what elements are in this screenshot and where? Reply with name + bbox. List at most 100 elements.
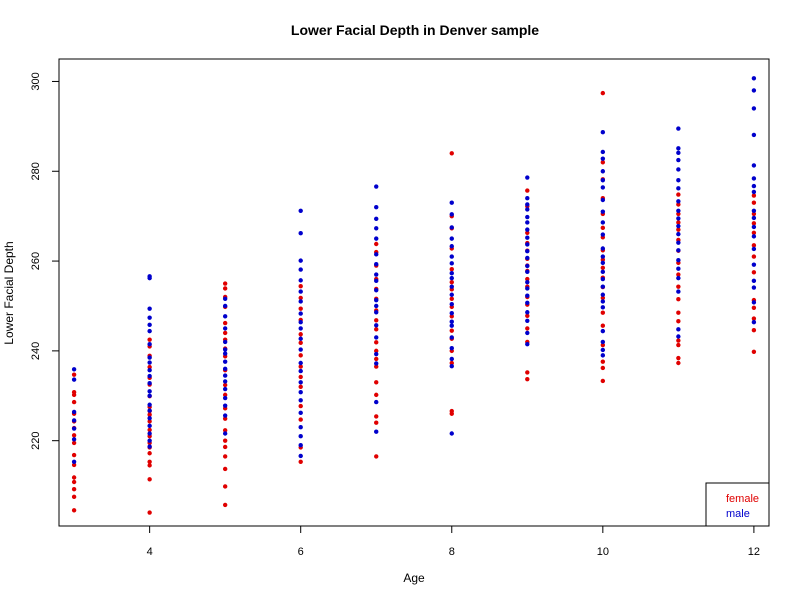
data-point-male [374,262,379,267]
data-point-male [600,276,606,282]
data-point-female [374,241,379,247]
data-point-male [449,292,454,297]
data-point-female [525,188,530,193]
data-point-male [449,270,454,276]
data-point-male [600,299,606,304]
data-point-male [71,418,77,423]
data-point-female [676,360,681,366]
data-points [71,76,757,515]
data-point-female [71,440,77,446]
data-point-male [525,286,530,291]
data-point-male [298,319,303,325]
data-point-male [751,176,757,181]
data-point-male [676,208,681,213]
data-point-female [751,316,757,321]
data-point-male [298,267,303,272]
data-point-female [222,392,228,398]
data-point-female [222,286,228,291]
data-point-female [71,486,77,492]
data-point-female [525,326,530,331]
y-tick-label: 220 [30,432,42,450]
data-point-female [676,220,681,225]
y-axis-label: Lower Facial Depth [2,241,16,344]
data-point-male [676,275,681,281]
data-point-female [449,279,454,285]
data-point-male [147,306,152,311]
data-point-female [147,427,152,433]
data-point-male [298,208,303,213]
data-point-female [222,281,228,286]
data-point-male [676,289,681,294]
data-point-female [676,192,681,197]
data-point-female [449,360,454,366]
data-point-male [751,183,757,189]
data-point-female [298,353,303,358]
data-point-male [676,266,681,271]
data-point-male [222,373,228,378]
data-point-male [600,339,606,345]
data-point-male [298,231,303,236]
data-point-male [676,157,681,163]
data-point-male [600,197,606,203]
data-point-male [298,433,303,439]
data-point-male [525,196,530,201]
data-point-male [449,200,454,205]
data-point-male [71,437,77,442]
data-point-male [525,330,530,336]
data-point-female [222,382,228,388]
data-point-male [600,347,606,353]
data-point-male [147,423,152,429]
data-point-male [525,220,530,225]
data-point-male [374,272,379,277]
data-point-female [751,254,757,259]
data-point-male [525,255,530,261]
plot-area-frame [58,58,770,527]
data-point-female [600,359,606,364]
data-point-male [374,303,379,309]
data-point-female [71,452,77,458]
data-point-male [449,261,454,266]
data-point-female [751,200,757,205]
data-point-male [751,246,757,252]
data-point-female [222,484,228,489]
data-point-male [147,373,152,379]
y-tick-label: 300 [30,72,42,90]
data-point-male [222,296,228,301]
data-point-female [147,477,152,482]
data-point-male [222,403,228,408]
data-point-male [147,274,152,279]
data-point-female [71,433,77,438]
data-point-male [751,300,757,305]
data-point-male [600,220,606,225]
data-point-male [298,278,303,283]
data-point-female [374,348,379,354]
data-point-male [600,328,606,334]
data-point-female [222,454,228,459]
data-point-female [525,276,530,282]
data-point-male [222,359,228,364]
data-point-male [222,395,228,401]
data-point-female [71,494,77,500]
data-point-male [751,262,757,267]
data-point-male [374,335,379,340]
legend-label-female: female [726,493,759,505]
data-point-female [147,459,152,464]
data-point-male [298,347,303,352]
data-point-female [298,340,303,345]
data-point-female [525,230,530,235]
data-point-female [374,364,379,369]
data-point-male [449,212,454,217]
data-point-female [298,459,303,464]
data-point-male [374,310,379,315]
data-point-male [449,301,454,307]
data-point-female [298,364,303,369]
data-point-male [71,367,77,372]
data-point-male [751,234,757,239]
data-point-male [222,339,228,345]
data-point-female [600,160,606,165]
data-point-male [751,163,757,168]
data-point-male [147,367,152,373]
data-point-male [374,204,379,210]
data-point-male [600,129,606,135]
data-point-male [222,386,228,392]
